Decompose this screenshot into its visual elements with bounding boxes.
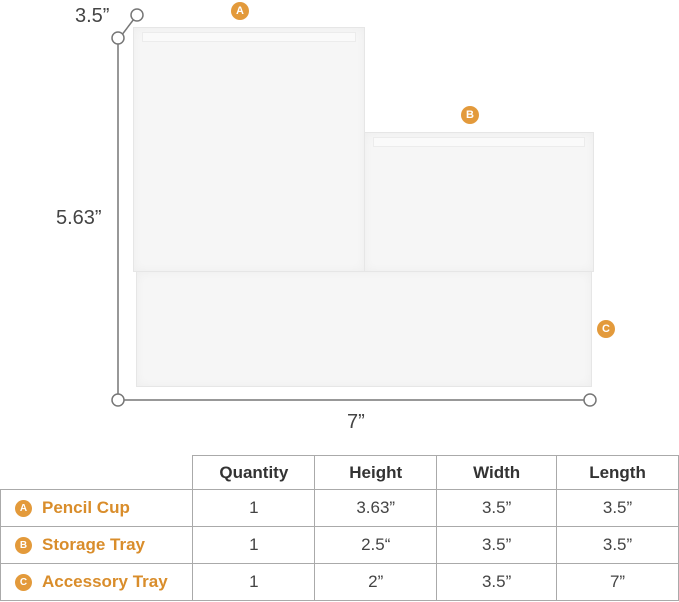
cell-quantity: 1 — [192, 563, 316, 601]
cell-quantity: 1 — [192, 489, 316, 527]
table-row: B Storage Tray 1 2.5“ 3.5” 3.5” — [0, 526, 679, 564]
depth-label: 3.5” — [75, 5, 110, 27]
cell-height: 2.5“ — [314, 526, 438, 564]
specs-table: Quantity Height Width Length A Pencil Cup… — [0, 455, 679, 601]
height-label: 5.63” — [56, 207, 102, 229]
cell-width: 3.5” — [436, 526, 558, 564]
cell-height: 3.63” — [314, 489, 438, 527]
pencil-cup — [133, 27, 365, 272]
col-length: Length — [556, 455, 679, 490]
badge-icon: B — [15, 537, 32, 555]
cell-length: 3.5” — [556, 489, 679, 527]
item-name: Storage Tray — [42, 535, 145, 554]
badge-icon: A — [15, 500, 32, 518]
cell-quantity: 1 — [192, 526, 316, 564]
accessory-tray — [136, 271, 592, 387]
cell-width: 3.5” — [436, 489, 558, 527]
table-row: C Accessory Tray 1 2” 3.5” 7” — [0, 563, 679, 601]
table-header-row: Quantity Height Width Length — [0, 455, 679, 490]
col-width: Width — [436, 455, 558, 490]
col-height: Height — [314, 455, 438, 490]
item-name: Accessory Tray — [42, 572, 168, 591]
dimension-lines — [111, 8, 597, 407]
badge-icon: C — [15, 574, 32, 592]
table-row: A Pencil Cup 1 3.63” 3.5” 3.5” — [0, 489, 679, 527]
badge-c: C — [597, 320, 615, 338]
item-name: Pencil Cup — [42, 498, 130, 517]
badge-a: A — [231, 2, 249, 20]
length-label: 7” — [347, 411, 365, 433]
storage-tray — [364, 132, 594, 272]
cell-height: 2” — [314, 563, 438, 601]
cell-length: 7” — [556, 563, 679, 601]
cell-width: 3.5” — [436, 563, 558, 601]
badge-b: B — [461, 106, 479, 124]
cell-length: 3.5” — [556, 526, 679, 564]
col-quantity: Quantity — [192, 455, 316, 490]
